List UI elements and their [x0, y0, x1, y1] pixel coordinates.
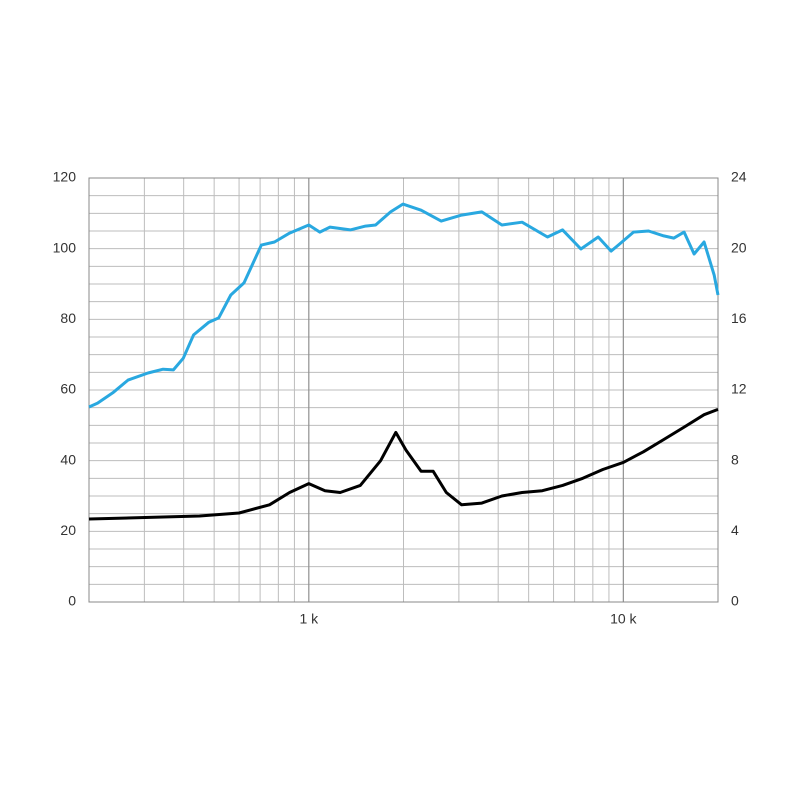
y2-tick-label: 0: [731, 593, 739, 609]
y-tick-label: 0: [68, 593, 76, 609]
y-tick-label: 40: [60, 451, 76, 467]
y-tick-label: 20: [60, 522, 76, 538]
x-tick-label: 10 k: [610, 611, 637, 627]
plot-frame: [88, 177, 719, 603]
x-tick-label: 1 k: [299, 611, 319, 627]
y-tick-label: 120: [53, 169, 77, 185]
y2-tick-label: 20: [731, 239, 747, 255]
y2-tick-label: 12: [731, 381, 747, 397]
y-tick-label: 80: [60, 310, 76, 326]
series-line: [88, 202, 720, 409]
y2-tick-label: 24: [731, 169, 747, 185]
y2-tick-label: 8: [731, 451, 739, 467]
y-tick-label: 100: [53, 239, 77, 255]
y2-tick-label: 16: [731, 310, 747, 326]
series-line: [88, 407, 719, 521]
y-tick-label: 60: [60, 381, 76, 397]
y2-tick-label: 4: [731, 522, 739, 538]
